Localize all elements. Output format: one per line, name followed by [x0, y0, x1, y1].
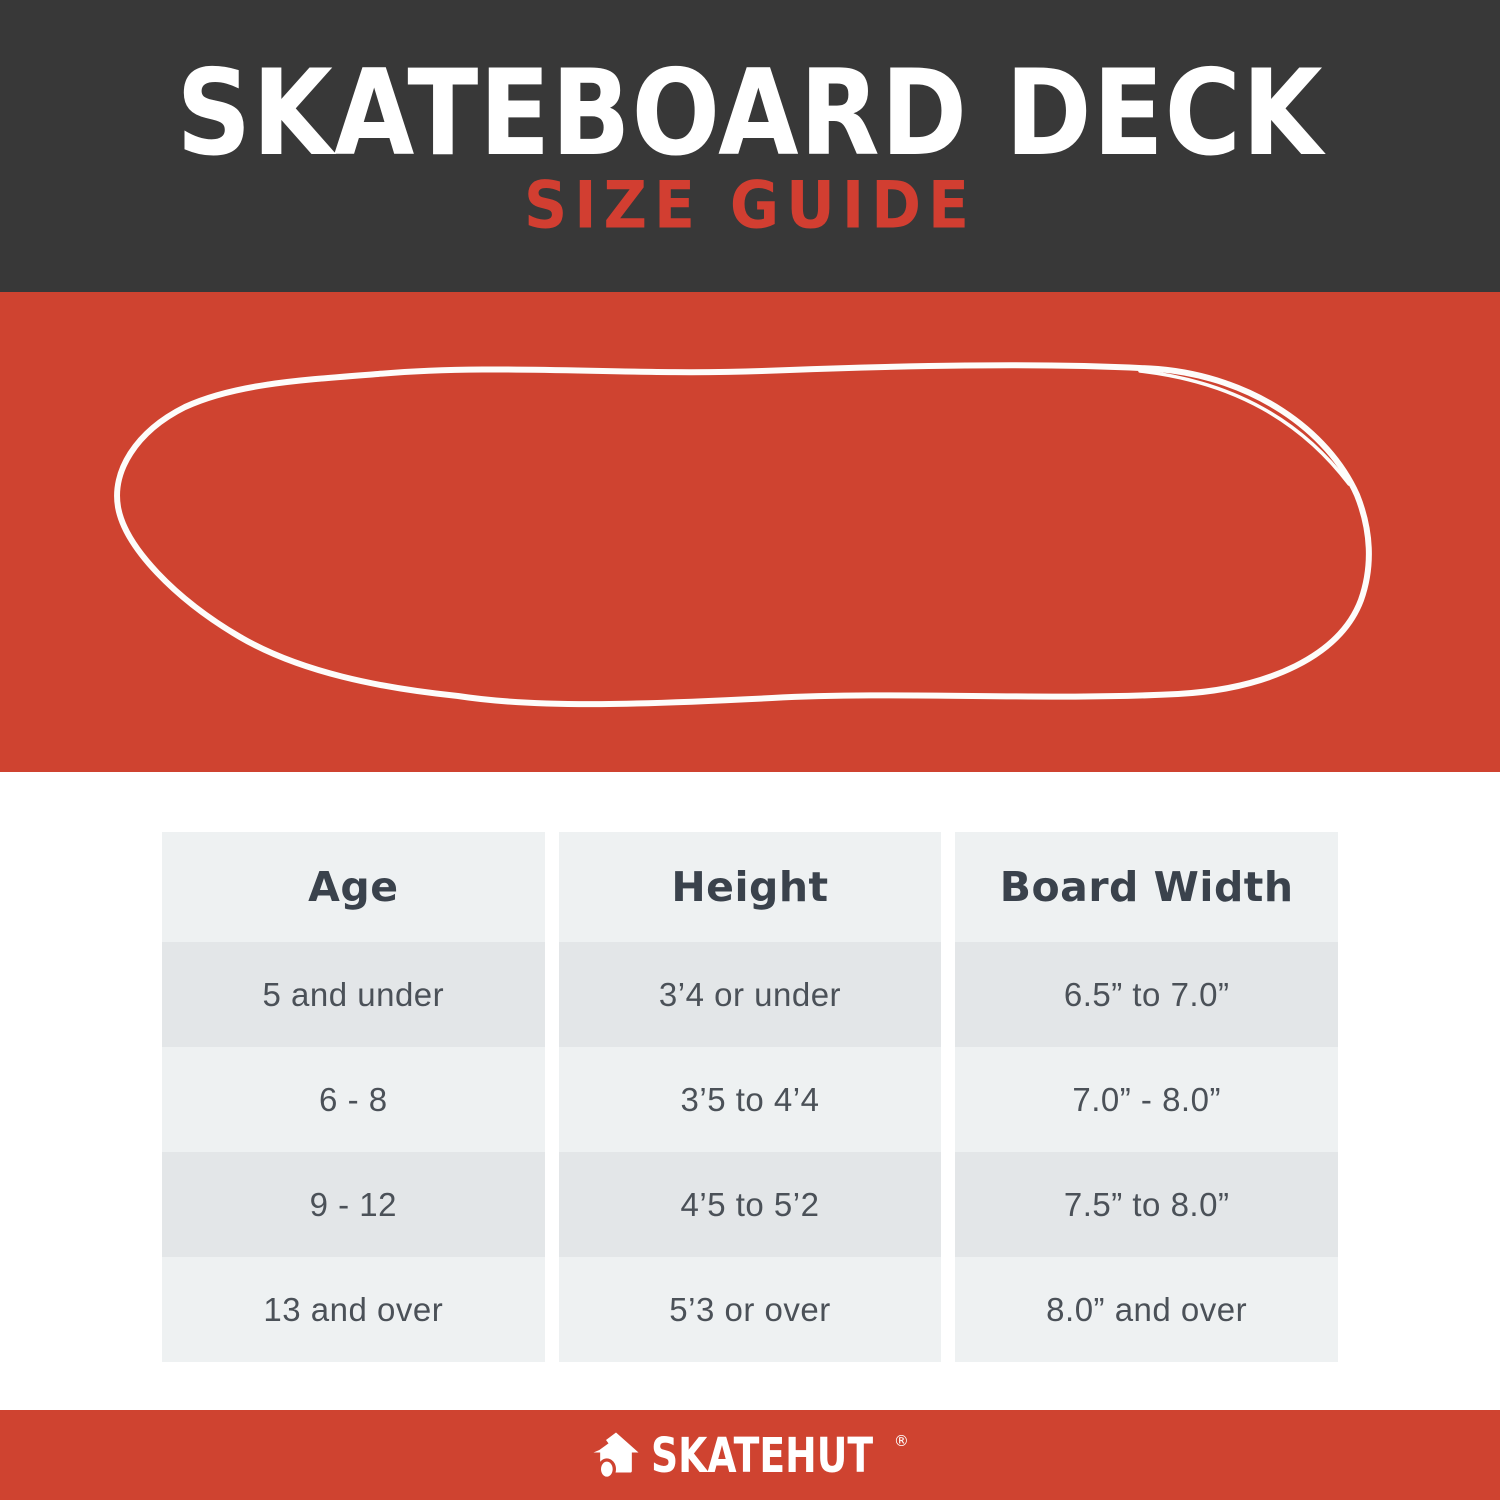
table-cell-age: 13 and over: [162, 1257, 545, 1362]
column-header-height: Height: [558, 832, 942, 942]
size-guide-table: Age Height Board Width 5 and under 3’4 o…: [162, 832, 1338, 1362]
brand-name: SKATEHUT: [651, 1426, 874, 1484]
column-header-board-width: Board Width: [955, 832, 1338, 942]
table-cell-height: 5’3 or over: [558, 1257, 942, 1362]
brand-lockup: SKATEHUT ®: [651, 1426, 909, 1484]
header-banner: SKATEBOARD DECK SIZE GUIDE: [0, 0, 1500, 292]
table-cell-age: 5 and under: [162, 942, 545, 1047]
column-header-age: Age: [162, 832, 545, 942]
skatehut-hut-icon: [593, 1432, 639, 1480]
hero-section: [0, 292, 1500, 772]
footer-banner: SKATEHUT ®: [0, 1410, 1500, 1500]
table-cell-height: 3’4 or under: [558, 942, 942, 1047]
table-cell-age: 6 - 8: [162, 1047, 545, 1152]
page-title: SKATEBOARD DECK: [176, 43, 1324, 183]
registered-trademark-symbol: ®: [893, 1432, 909, 1450]
skateboard-deck-outline-icon: [114, 362, 1372, 708]
table-cell-board-width: 6.5” to 7.0”: [955, 942, 1338, 1047]
table-cell-height: 4’5 to 5’2: [558, 1152, 942, 1257]
table-cell-height: 3’5 to 4’4: [558, 1047, 942, 1152]
table-cell-age: 9 - 12: [162, 1152, 545, 1257]
size-guide-table-section: Age Height Board Width 5 and under 3’4 o…: [0, 772, 1500, 1410]
table-cell-board-width: 7.0” - 8.0”: [955, 1047, 1338, 1152]
table-cell-board-width: 8.0” and over: [955, 1257, 1338, 1362]
table-cell-board-width: 7.5” to 8.0”: [955, 1152, 1338, 1257]
page-subtitle: SIZE GUIDE: [523, 167, 976, 244]
